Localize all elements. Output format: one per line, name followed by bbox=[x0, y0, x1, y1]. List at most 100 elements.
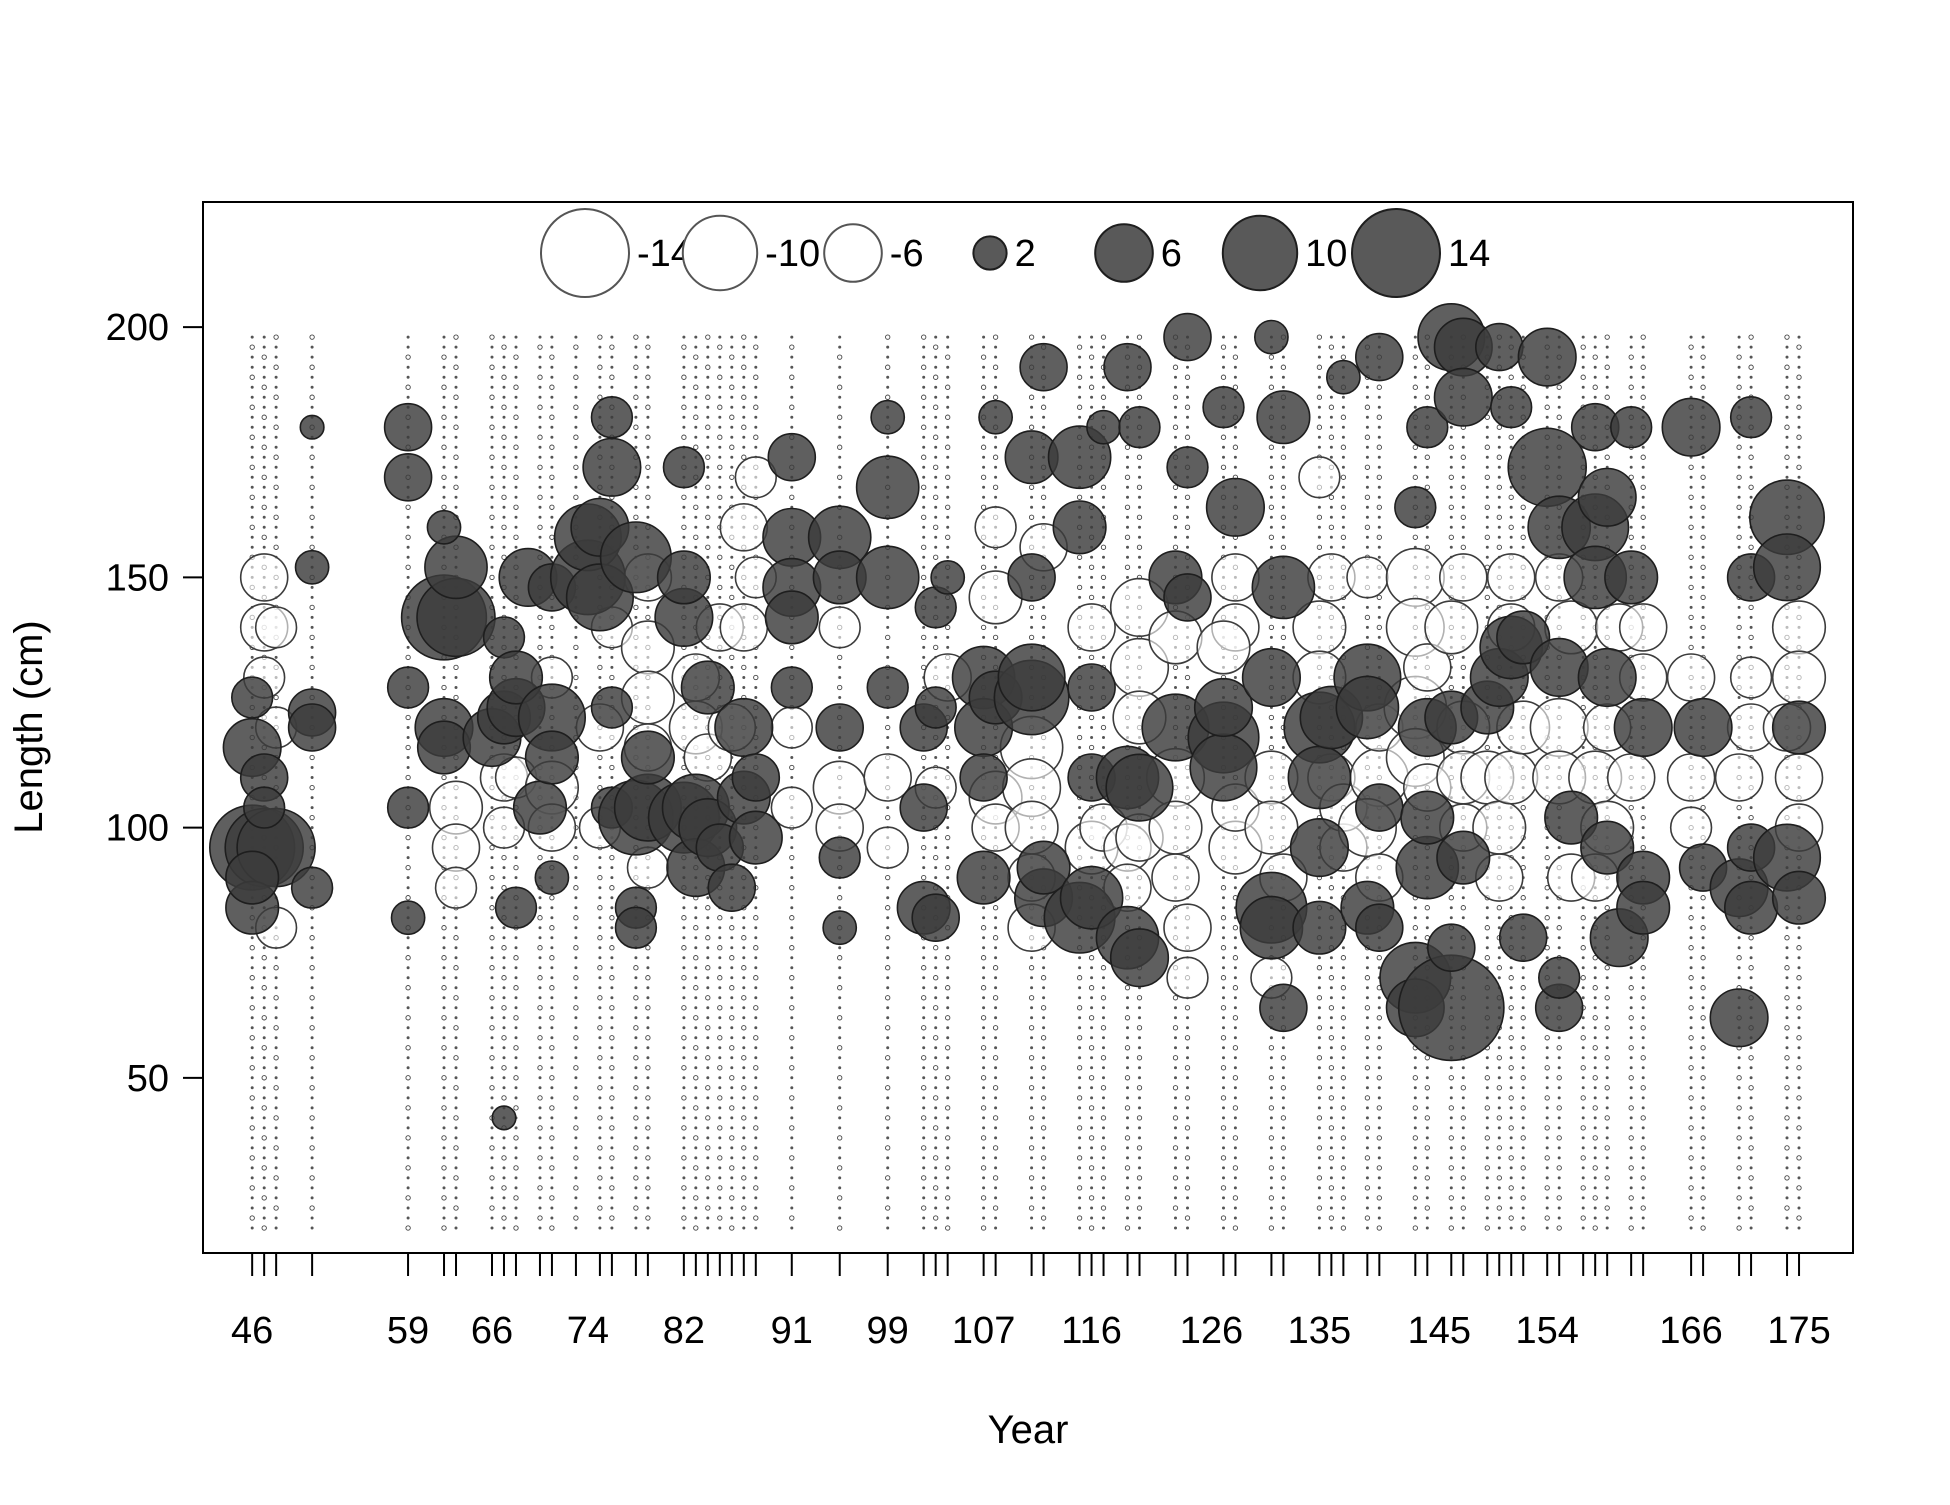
bin-mark bbox=[1184, 674, 1191, 681]
bin-mark bbox=[742, 1226, 746, 1230]
bin-mark bbox=[741, 1055, 747, 1061]
bin-mark bbox=[574, 355, 578, 359]
bin-mark bbox=[694, 1006, 698, 1010]
bin-mark bbox=[946, 1066, 950, 1070]
bin-mark bbox=[706, 946, 710, 950]
bin-mark bbox=[574, 1106, 578, 1110]
bin-mark bbox=[262, 966, 266, 970]
bin-mark bbox=[502, 535, 506, 539]
bin-mark bbox=[1124, 534, 1131, 540]
bin-mark bbox=[886, 1106, 890, 1110]
bin-mark bbox=[753, 1005, 759, 1011]
bin-mark bbox=[730, 455, 734, 459]
bin-mark bbox=[610, 1226, 614, 1230]
bin-mark bbox=[250, 936, 254, 940]
bin-mark bbox=[646, 1176, 650, 1180]
bin-mark bbox=[1138, 565, 1141, 569]
bin-mark bbox=[1090, 575, 1094, 579]
bin-mark bbox=[550, 525, 554, 529]
bin-mark bbox=[1042, 1196, 1046, 1200]
bin-mark bbox=[742, 405, 746, 409]
bin-mark bbox=[1126, 635, 1129, 639]
bin-mark bbox=[934, 846, 938, 850]
bin-mark bbox=[610, 756, 614, 759]
bin-mark bbox=[646, 1046, 650, 1050]
bin-mark bbox=[310, 986, 314, 990]
bin-mark bbox=[610, 956, 614, 960]
bin-mark bbox=[1281, 1126, 1285, 1130]
bin-mark bbox=[1460, 1085, 1466, 1091]
bin-mark bbox=[646, 355, 650, 359]
bin-mark bbox=[706, 405, 710, 409]
bin-mark bbox=[1412, 384, 1418, 390]
bin-mark bbox=[946, 1146, 950, 1150]
bin-mark bbox=[717, 404, 723, 410]
bin-mark bbox=[490, 1226, 494, 1230]
bin-mark bbox=[489, 574, 495, 581]
bin-mark bbox=[1100, 1115, 1107, 1121]
bin-mark bbox=[980, 955, 987, 961]
bin-mark bbox=[489, 484, 495, 490]
bin-mark bbox=[1412, 1165, 1418, 1171]
bin-mark bbox=[921, 1115, 927, 1121]
bin-mark bbox=[273, 454, 279, 460]
bin-mark bbox=[1028, 1025, 1035, 1031]
bin-mark bbox=[406, 525, 410, 529]
bin-mark bbox=[1376, 414, 1382, 420]
bin-mark bbox=[1126, 335, 1129, 339]
bin-mark bbox=[249, 1005, 255, 1011]
bin-mark bbox=[1413, 1146, 1417, 1150]
bin-mark bbox=[453, 694, 459, 701]
bin-mark bbox=[694, 485, 698, 489]
bin-mark bbox=[742, 1186, 746, 1190]
bin-mark bbox=[1484, 1165, 1490, 1171]
bin-mark bbox=[454, 1186, 458, 1190]
bin-mark bbox=[946, 365, 950, 369]
bin-mark bbox=[610, 1136, 614, 1140]
bin-mark bbox=[405, 864, 411, 871]
bin-mark bbox=[718, 1106, 722, 1110]
bin-mark bbox=[1485, 1206, 1489, 1210]
bin-mark bbox=[310, 1196, 314, 1200]
bin-mark bbox=[921, 1055, 927, 1061]
bin-mark bbox=[1090, 495, 1094, 499]
bin-mark bbox=[934, 355, 938, 359]
bin-mark bbox=[1412, 1075, 1418, 1081]
bin-mark bbox=[1281, 465, 1285, 469]
bin-mark bbox=[790, 966, 794, 970]
bin-mark bbox=[742, 1136, 746, 1140]
bin-mark bbox=[1280, 544, 1287, 550]
bin-mark bbox=[1485, 585, 1489, 589]
bin-mark bbox=[1233, 876, 1237, 880]
bin-mark bbox=[1186, 1176, 1189, 1180]
bin-mark bbox=[310, 1096, 314, 1100]
bin-mark bbox=[1102, 655, 1105, 659]
bin-mark bbox=[309, 1145, 315, 1151]
bin-mark bbox=[610, 1206, 614, 1210]
bin-mark bbox=[1317, 1166, 1321, 1170]
bin-mark bbox=[550, 1056, 554, 1060]
bin-mark bbox=[249, 1095, 255, 1101]
bin-mark bbox=[442, 405, 446, 409]
bin-mark bbox=[922, 866, 926, 870]
bin-mark bbox=[1136, 544, 1143, 550]
bin-mark bbox=[994, 926, 998, 930]
bin-mark bbox=[610, 896, 614, 900]
bin-mark bbox=[1365, 485, 1369, 489]
bin-mark bbox=[514, 846, 518, 850]
bin-mark bbox=[490, 916, 494, 920]
bin-mark bbox=[633, 1085, 639, 1091]
bin-mark bbox=[718, 1016, 722, 1020]
bin-mark bbox=[310, 535, 314, 539]
bin-mark bbox=[633, 604, 639, 611]
bin-mark bbox=[249, 945, 255, 951]
bin-mark bbox=[574, 1016, 578, 1020]
bin-mark bbox=[946, 1096, 950, 1100]
bin-mark bbox=[1328, 404, 1335, 410]
bin-mark bbox=[1090, 1156, 1094, 1160]
bin-mark bbox=[742, 1166, 746, 1170]
bin-mark bbox=[1485, 485, 1489, 489]
bin-mark bbox=[1449, 1066, 1453, 1070]
bin-mark bbox=[550, 1096, 554, 1100]
bin-mark bbox=[514, 1036, 518, 1040]
